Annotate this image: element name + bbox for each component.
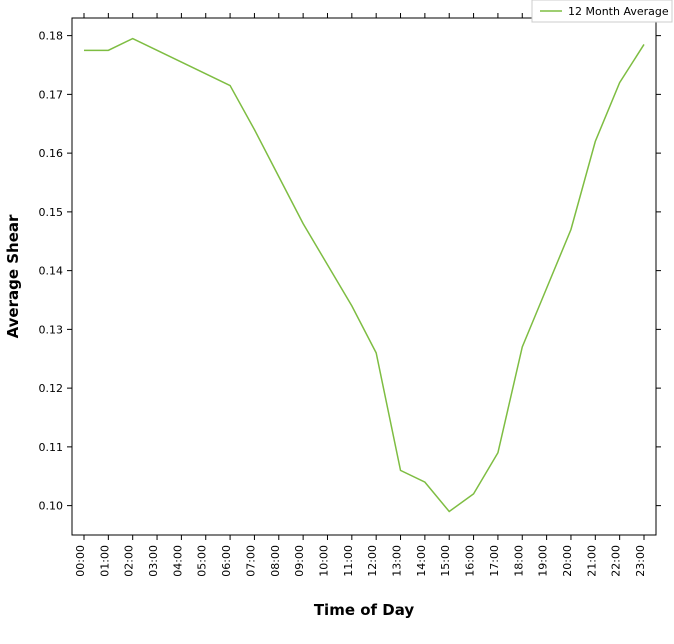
x-tick-label: 05:00 (196, 545, 209, 577)
x-tick-label: 11:00 (342, 545, 355, 577)
x-tick-label: 12:00 (366, 545, 379, 577)
legend-label: 12 Month Average (568, 5, 669, 18)
x-tick-label: 21:00 (585, 545, 598, 577)
x-tick-label: 13:00 (391, 545, 404, 577)
y-tick-label: 0.13 (39, 323, 64, 336)
x-tick-label: 06:00 (220, 545, 233, 577)
y-tick-label: 0.10 (39, 500, 64, 513)
x-tick-label: 15:00 (439, 545, 452, 577)
x-tick-label: 16:00 (464, 545, 477, 577)
y-tick-label: 0.17 (39, 88, 64, 101)
x-tick-label: 01:00 (98, 545, 111, 577)
x-tick-label: 23:00 (634, 545, 647, 577)
chart-svg: 0.10 0.11 0.12 0.13 0.14 0.15 0.16 0.17 0.18 00:0… (0, 0, 674, 644)
y-tick-label: 0.14 (39, 265, 64, 278)
x-tick-label: 17:00 (488, 545, 501, 577)
x-tick-label: 10:00 (317, 545, 330, 577)
shear-chart: 0.10 0.11 0.12 0.13 0.14 0.15 0.16 0.17 0.18 00:0… (0, 0, 674, 644)
x-tick-label: 00:00 (74, 545, 87, 577)
y-tick-label: 0.16 (39, 147, 64, 160)
series-line-12-month-average (84, 39, 644, 512)
x-tick-label: 04:00 (171, 545, 184, 577)
x-tick-label: 08:00 (269, 545, 282, 577)
y-tick-label: 0.15 (39, 206, 64, 219)
x-tick-label: 02:00 (123, 545, 136, 577)
x-tick-label: 09:00 (293, 545, 306, 577)
x-tick-label: 03:00 (147, 545, 160, 577)
y-axis-title: Average Shear (4, 214, 22, 338)
x-axis-title: Time of Day (314, 601, 415, 619)
x-tick-label: 14:00 (415, 545, 428, 577)
y-tick-label: 0.12 (39, 382, 64, 395)
plot-border (72, 18, 656, 535)
x-tick-label: 18:00 (512, 545, 525, 577)
x-tick-label: 07:00 (244, 545, 257, 577)
y-tick-label: 0.11 (39, 441, 64, 454)
y-tick-label: 0.18 (39, 30, 64, 43)
x-tick-label: 19:00 (537, 545, 550, 577)
x-tick-label: 22:00 (610, 545, 623, 577)
x-tick-label: 20:00 (561, 545, 574, 577)
